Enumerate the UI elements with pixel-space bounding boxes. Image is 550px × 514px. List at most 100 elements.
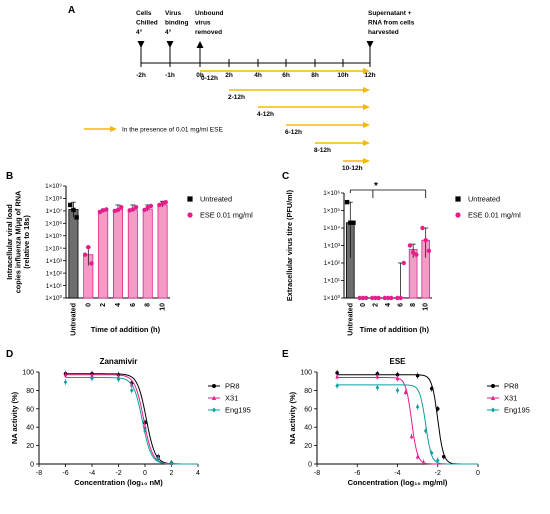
x-tick-label: -8 [314, 470, 320, 477]
x-tick-label: 2 [170, 470, 174, 477]
data-point [395, 295, 400, 301]
data-point [426, 248, 432, 253]
data-point [407, 243, 413, 248]
data-point [68, 202, 73, 208]
data-point [360, 295, 366, 301]
arrow-head [363, 68, 370, 74]
x-tick-label: 8 [410, 303, 417, 307]
data-point [403, 389, 408, 395]
y-tick-label: 1×10⁰ [323, 295, 340, 302]
y-axis-title: Extracellular virus titre (PFU/ml) [285, 189, 294, 301]
bar [112, 209, 124, 299]
x-tick-label: -4 [394, 470, 400, 477]
panel-a-timeline: -2h -1h 0h 2h 4h 6h 8h 10h 12hCellsChilled4°Viru… [84, 10, 415, 172]
data-point [370, 295, 375, 301]
data-point [410, 250, 416, 255]
timeline-label: -1h [165, 72, 175, 79]
data-point [357, 295, 362, 301]
legend-label: ESE 0.01 mg/ml [468, 211, 521, 220]
data-point [398, 295, 403, 301]
arrow-label: 8-12h [314, 147, 331, 154]
event-marker-up [196, 41, 204, 48]
x-tick-label: -2 [435, 470, 441, 477]
panel-d-chart: 0 20 40 60 80 100 -8 -6 -4 -2 0 2 4 Zanamivir Concentr… [10, 357, 251, 487]
y-tick-label: 60 [26, 406, 34, 413]
timeline-label: 12h [364, 72, 375, 79]
y-tick-label: 1×10³ [324, 243, 340, 250]
x-tick-label: -8 [36, 470, 42, 477]
fit-curve [337, 374, 478, 465]
data-point [119, 204, 124, 210]
data-point [375, 374, 380, 379]
timeline-label: 10h [337, 72, 348, 79]
y-tick-label: 1×10² [46, 270, 62, 277]
data-point [89, 261, 94, 266]
arrow-head [363, 122, 370, 128]
x-tick-label: -4 [89, 470, 95, 477]
data-point [420, 225, 425, 231]
timeline-label: 8h [311, 72, 319, 79]
data-point [409, 434, 414, 439]
y-tick-label: 60 [304, 406, 312, 413]
bar [142, 208, 153, 299]
panel-label-b: B [6, 171, 13, 182]
x-axis-title: Time of addition (h) [360, 325, 430, 334]
y-tick-label: 1×10⁴ [45, 245, 62, 252]
legend-label: PR8 [225, 382, 240, 391]
event-marker-down [137, 41, 145, 48]
data-point [148, 203, 154, 209]
data-point [435, 407, 440, 411]
legend-marker [491, 407, 495, 413]
x-tick-label: 0 [143, 470, 147, 477]
data-point [376, 295, 381, 301]
data-point [335, 374, 339, 379]
data-point [435, 458, 440, 463]
y-tick-label: 1×10³ [46, 258, 62, 265]
timeline-label: 6h [282, 72, 290, 79]
event-marker-down [366, 41, 374, 48]
data-point [415, 373, 420, 378]
timeline-label: -2h [136, 72, 146, 79]
x-tick-label: 2 [372, 303, 379, 307]
arrow-label: 10-12h [342, 165, 363, 172]
x-tick-label: 4 [385, 303, 392, 307]
arrow-label: 0-12h [201, 75, 218, 82]
y-axis-title: NA activity (%) [288, 391, 297, 444]
y-tick-label: 0 [308, 462, 312, 469]
legend-label: ESE 0.01 mg/ml [200, 211, 253, 220]
y-tick-label: 1×10⁵ [323, 208, 340, 215]
legend-label: PR8 [504, 382, 519, 391]
panel-e-chart: 0 20 40 60 80 100 -8 -6 -4 -2 0 ESE Concentration (l… [288, 357, 530, 487]
event-text: virus [195, 20, 211, 27]
legend-marker [491, 384, 495, 388]
event-text: RNA from cells [368, 20, 415, 27]
legend-marker [212, 407, 216, 413]
data-point [129, 388, 134, 393]
data-point [373, 295, 378, 301]
bar [68, 209, 79, 299]
event-text: Supernatant + [368, 10, 412, 17]
fit-curve [337, 377, 478, 465]
data-point [90, 376, 94, 381]
data-point [74, 215, 79, 220]
data-point [382, 295, 387, 301]
data-point [63, 372, 68, 377]
panel-b-chart: 1×10⁰ 1×10¹ 1×10² 1×10³ 1×10⁴ 1×10⁵ 1×10⁶ 1×10⁷… [5, 183, 253, 335]
panel-label-e: E [282, 349, 289, 360]
legend-label: Untreated [200, 195, 232, 204]
x-tick-label: -2 [115, 470, 121, 477]
arrow-head [363, 158, 370, 164]
panel-label-c: C [282, 171, 289, 182]
y-tick-label: 100 [300, 370, 312, 377]
data-point [90, 373, 94, 378]
data-point [116, 377, 121, 382]
data-point [133, 204, 139, 210]
data-point [395, 372, 400, 377]
data-point [156, 456, 161, 461]
data-point [142, 207, 147, 213]
x-axis-title: Concentration (log₁₀ nM) [74, 478, 163, 487]
data-point [71, 207, 76, 213]
panel-c-chart: 1×10⁰ 1×10¹ 1×10² 1×10³ 1×10⁴ 1×10⁵ 1×10⁶ Untre… [285, 181, 521, 336]
y-tick-label: 1×10⁷ [46, 208, 63, 215]
